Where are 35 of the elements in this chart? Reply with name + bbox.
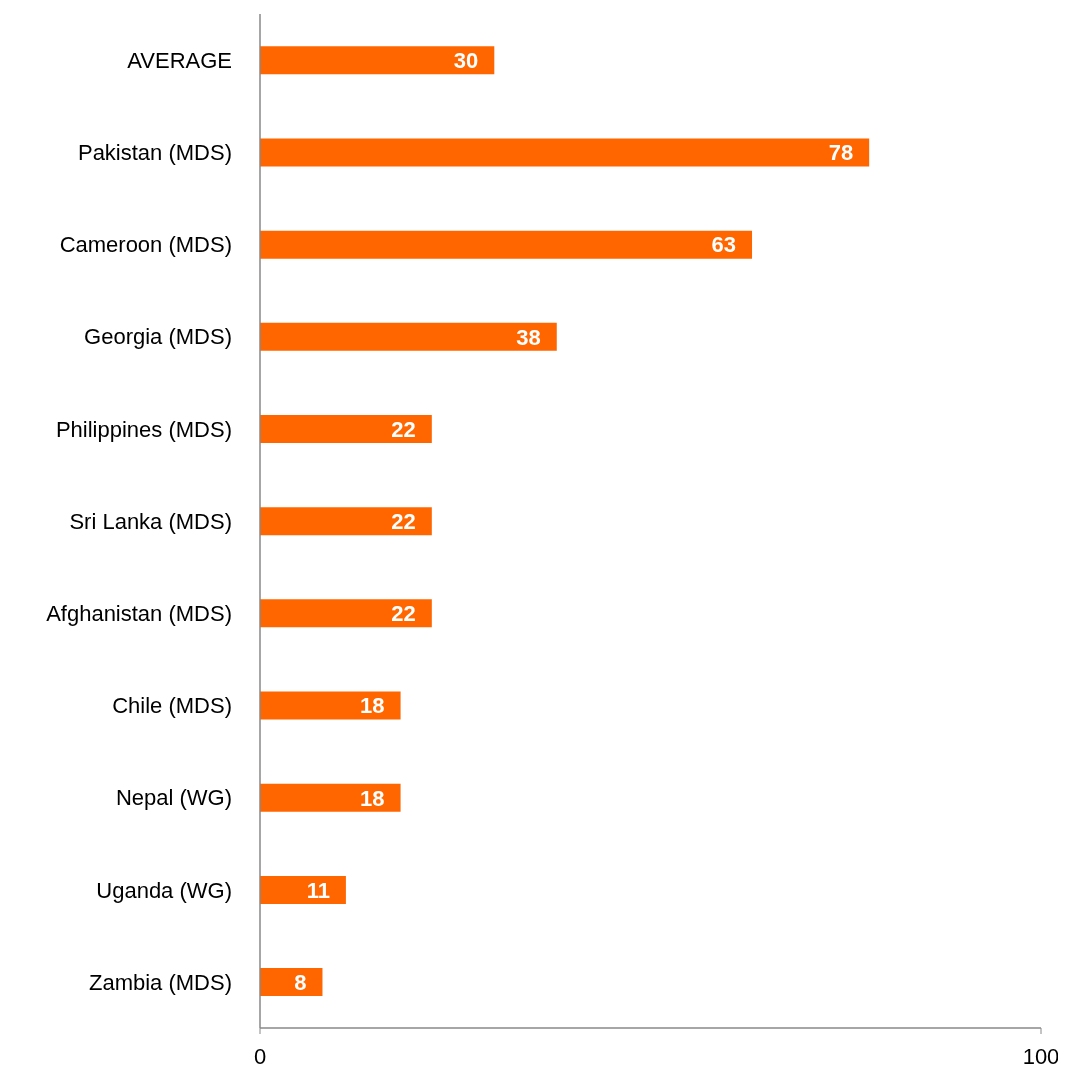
bar: [260, 599, 432, 628]
bar: [260, 138, 870, 167]
y-tick-label: AVERAGE: [127, 47, 232, 73]
data-label: 78: [828, 140, 854, 166]
x-tick-label: 0: [253, 1043, 267, 1069]
y-tick-label: Cameroon (MDS): [59, 232, 232, 258]
data-label: 22: [391, 416, 416, 442]
x-tick-label: 100: [1022, 1043, 1060, 1069]
bar: [260, 968, 323, 997]
data-label: 8: [294, 969, 307, 995]
data-label: 22: [391, 601, 416, 627]
bar: [260, 414, 432, 443]
data-label: 30: [453, 48, 479, 74]
y-tick-label: Pakistan (MDS): [77, 140, 232, 166]
bar: [260, 875, 346, 904]
y-tick-label: Nepal (WG): [115, 785, 232, 811]
bar: [260, 322, 557, 351]
data-label: 11: [306, 877, 330, 903]
data-label: 38: [516, 324, 541, 350]
bar: [260, 691, 401, 720]
bar: [260, 230, 753, 259]
data-label: 18: [360, 693, 385, 719]
y-tick-label: Uganda (WG): [96, 877, 232, 903]
y-tick-label: Georgia (MDS): [84, 324, 232, 350]
y-tick-label: Philippines (MDS): [55, 416, 232, 442]
data-label: 63: [711, 232, 737, 258]
y-tick-label: Sri Lanka (MDS): [69, 508, 232, 534]
y-tick-label: Chile (MDS): [112, 693, 232, 719]
data-label: 18: [360, 785, 385, 811]
bar: [260, 783, 401, 812]
y-tick-label: Zambia (MDS): [88, 969, 232, 995]
data-label: 22: [391, 508, 416, 534]
y-tick-label: Afghanistan (MDS): [46, 600, 232, 626]
bar: [260, 507, 432, 536]
bar: [260, 46, 495, 75]
